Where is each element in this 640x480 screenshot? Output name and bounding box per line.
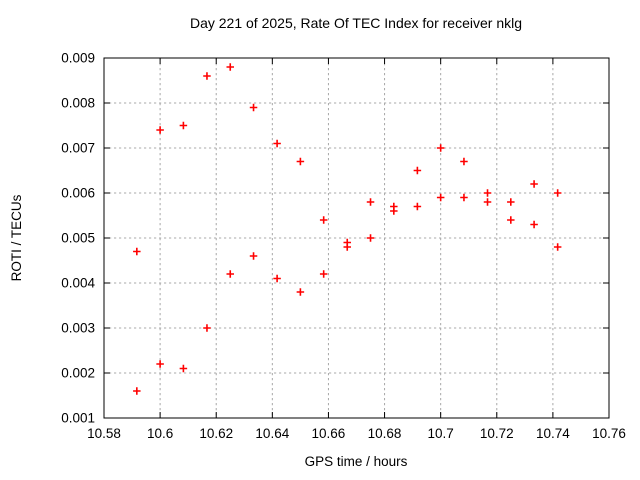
x-tick-label: 10.72 — [480, 426, 514, 441]
data-point-marker — [249, 103, 258, 112]
data-point-marker — [296, 288, 305, 296]
plot-border — [103, 57, 610, 419]
y-tick-label: 0.006 — [61, 186, 95, 201]
x-tick-labels: 10.58 10.6 10.62 10.64 10.66 10.68 10.7 10.72 10… — [87, 426, 626, 441]
y-tick-label: 0.007 — [61, 141, 95, 156]
data-point-marker — [226, 270, 234, 278]
y-tick-label: 0.003 — [61, 321, 95, 336]
x-axis-label: GPS time / hours — [305, 454, 408, 469]
data-point-marker — [343, 243, 351, 251]
data-point-marker — [483, 198, 492, 206]
y-tick-labels: 0.001 0.002 0.003 0.004 0.005 0.006 0.007 0.008… — [61, 51, 95, 426]
data-point-marker — [413, 166, 422, 175]
data-point-marker — [133, 387, 141, 395]
x-tick-label: 10.62 — [199, 426, 233, 441]
y-tick-label: 0.009 — [61, 51, 95, 66]
chart-title: Day 221 of 2025, Rate Of TEC Index for r… — [190, 15, 522, 31]
y-tick-label: 0.004 — [61, 276, 95, 291]
data-point-marker — [390, 207, 398, 215]
data-point-marker — [483, 189, 492, 197]
data-point-marker — [319, 270, 328, 278]
data-point-marker — [436, 144, 445, 152]
data-point-marker — [319, 216, 328, 224]
data-point-marker — [413, 202, 422, 211]
data-point-marker — [226, 63, 234, 71]
x-tick-label: 10.68 — [368, 426, 402, 441]
data-point-marker — [530, 220, 538, 229]
data-point-marker — [460, 157, 468, 166]
x-tick-label: 10.58 — [87, 426, 121, 441]
data-point-marker — [553, 189, 562, 197]
data-point-marker — [366, 234, 375, 242]
data-point-marker — [179, 364, 188, 373]
data-point-marker — [296, 157, 305, 166]
data-points — [133, 63, 562, 395]
data-point-marker — [507, 216, 515, 224]
data-point-marker — [249, 252, 258, 260]
y-tick-label: 0.002 — [61, 366, 95, 381]
data-point-marker — [436, 193, 445, 202]
data-point-marker — [273, 274, 281, 283]
data-point-marker — [507, 198, 515, 206]
data-point-marker — [460, 193, 468, 202]
data-point-marker — [179, 121, 188, 130]
data-point-marker — [273, 139, 281, 148]
data-point-marker — [156, 126, 164, 134]
data-point-marker — [133, 247, 141, 256]
data-point-marker — [366, 198, 375, 206]
data-point-marker — [530, 180, 538, 188]
x-tick-label: 10.6 — [147, 426, 173, 441]
data-point-marker — [203, 72, 211, 80]
x-tick-label: 10.74 — [536, 426, 570, 441]
x-tick-label: 10.66 — [312, 426, 346, 441]
y-tick-label: 0.005 — [61, 231, 95, 246]
x-tick-label: 10.76 — [592, 426, 626, 441]
y-axis-label: ROTI / TECUs — [9, 194, 24, 281]
data-point-marker — [156, 360, 164, 368]
grid-lines — [104, 58, 609, 418]
y-tick-label: 0.001 — [61, 411, 95, 426]
x-tick-label: 10.7 — [428, 426, 454, 441]
data-point-marker — [553, 243, 562, 251]
data-point-marker — [203, 324, 211, 332]
y-tick-label: 0.008 — [61, 96, 95, 111]
x-tick-label: 10.64 — [255, 426, 289, 441]
